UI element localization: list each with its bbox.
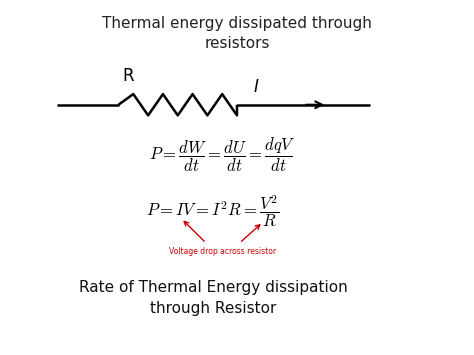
Text: $P = IV = I^{2}R = \dfrac{V^{2}}{R}$: $P = IV = I^{2}R = \dfrac{V^{2}}{R}$ <box>146 193 280 229</box>
Text: R: R <box>122 67 134 85</box>
Text: Rate of Thermal Energy dissipation
through Resistor: Rate of Thermal Energy dissipation throu… <box>79 280 347 316</box>
Text: Thermal energy dissipated through
resistors: Thermal energy dissipated through resist… <box>102 16 372 51</box>
Text: Voltage drop across resistor: Voltage drop across resistor <box>169 247 276 256</box>
Text: I: I <box>254 78 258 96</box>
Text: $P = \dfrac{dW}{dt} = \dfrac{dU}{dt} = \dfrac{dqV}{dt}$: $P = \dfrac{dW}{dt} = \dfrac{dU}{dt} = \… <box>149 135 296 174</box>
